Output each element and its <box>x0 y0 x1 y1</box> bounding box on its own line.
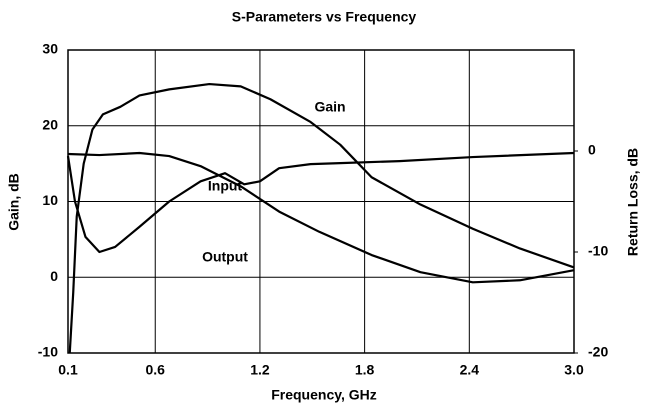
y2-axis-label: Return Loss, dB <box>625 148 641 256</box>
x-axis-label: Frequency, GHz <box>271 387 377 403</box>
series-label: Gain <box>314 99 345 115</box>
x-tick-label: 2.4 <box>460 362 480 378</box>
plot-frame <box>67 49 575 354</box>
chart-title: S-Parameters vs Frequency <box>232 9 417 25</box>
y-tick-label: 0 <box>50 268 58 284</box>
y-tick-label: -10 <box>38 344 58 360</box>
series-line <box>67 151 575 284</box>
y2-tick-label: 0 <box>588 142 596 158</box>
y-axis-label: Gain, dB <box>6 173 22 231</box>
y2-tick-label: -20 <box>588 344 608 360</box>
y2-tick-label: -10 <box>588 243 608 259</box>
series-label: Input <box>208 178 243 194</box>
y-tick-label: 10 <box>42 192 58 208</box>
y-tick-label: 30 <box>42 41 58 57</box>
x-tick-label: 1.2 <box>250 362 270 378</box>
series-label: Output <box>202 249 248 265</box>
series-line <box>66 151 575 254</box>
x-tick-label: 0.6 <box>146 362 166 378</box>
y-tick-label: 20 <box>42 116 58 132</box>
x-tick-label: 3.0 <box>564 362 584 378</box>
x-tick-label: 0.1 <box>58 362 78 378</box>
series-line <box>68 82 575 354</box>
x-tick-label: 1.8 <box>355 362 375 378</box>
